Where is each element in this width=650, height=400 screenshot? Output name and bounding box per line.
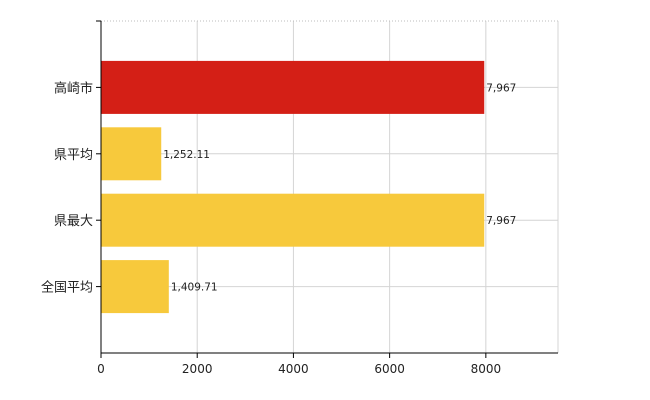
x-tick-label: 8000 (471, 362, 502, 376)
category-label: 県平均 (54, 148, 93, 163)
category-label: 全国平均 (41, 280, 93, 296)
bar (101, 193, 485, 247)
x-tick-label: 4000 (278, 362, 309, 376)
data-label: 1,409.71 (171, 282, 218, 294)
bars (101, 60, 485, 314)
x-tick-label: 2000 (182, 362, 213, 376)
category-label: 高崎市 (54, 80, 93, 96)
ticks (96, 20, 487, 358)
data-label: 7,967 (486, 215, 516, 227)
bar (101, 127, 162, 181)
data-label: 1,252.11 (163, 149, 210, 161)
labels: 0 2000 4000 6000 8000 高崎市 7,967 県平均 1,252.11 県最大 7… (41, 80, 516, 376)
x-tick-label: 6000 (374, 362, 405, 376)
axes (100, 21, 558, 354)
data-label: 7,967 (486, 82, 516, 94)
bar (101, 260, 169, 314)
category-label: 県最大 (54, 214, 93, 229)
bar (101, 60, 485, 114)
x-tick-label: 0 (97, 362, 105, 376)
